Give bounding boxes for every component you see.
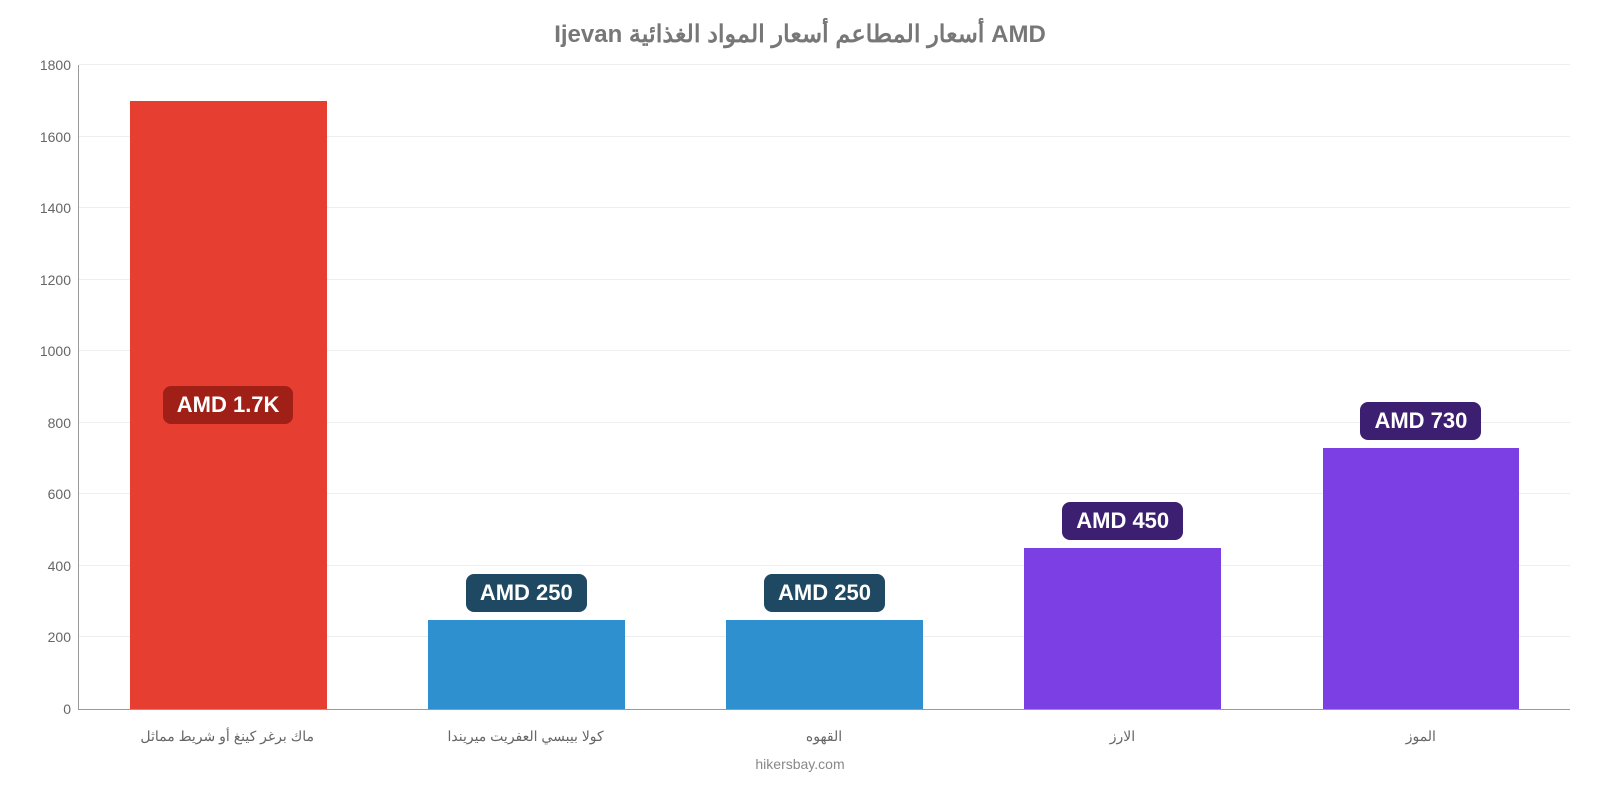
bar-slot: AMD 1.7K (79, 65, 377, 709)
x-axis-label: القهوه (675, 728, 973, 745)
x-axis-label: كولا بيبسي العفريت ميريندا (376, 728, 674, 745)
ytick-label: 800 (48, 415, 79, 431)
x-axis-labels: ماك برغر كينغ أو شريط مماثلكولا بيبسي ال… (78, 728, 1570, 745)
plot-area: 020040060080010001200140016001800 AMD 1.… (78, 65, 1570, 710)
bar-slot: AMD 450 (974, 65, 1272, 709)
bar-value-label: AMD 250 (466, 574, 587, 612)
ytick-label: 1400 (40, 200, 79, 216)
bar: AMD 730 (1323, 448, 1520, 709)
ytick-label: 0 (63, 701, 79, 717)
x-axis-label: ماك برغر كينغ أو شريط مماثل (78, 728, 376, 745)
chart-container: Ijevan أسعار المطاعم أسعار المواد الغذائ… (0, 0, 1600, 800)
ytick-label: 1800 (40, 57, 79, 73)
bar-value-label: AMD 1.7K (163, 386, 294, 424)
ytick-label: 1200 (40, 272, 79, 288)
bar: AMD 250 (428, 620, 625, 709)
bars-row: AMD 1.7K AMD 250 AMD 250 AMD 450 AMD 730 (79, 65, 1570, 709)
bar: AMD 250 (726, 620, 923, 709)
ytick-label: 400 (48, 558, 79, 574)
bar-value-label: AMD 250 (764, 574, 885, 612)
attribution: hikersbay.com (0, 756, 1600, 772)
bar-value-label: AMD 730 (1360, 402, 1481, 440)
bar-slot: AMD 250 (675, 65, 973, 709)
ytick-label: 1000 (40, 343, 79, 359)
ytick-label: 600 (48, 486, 79, 502)
x-axis-label: الارز (973, 728, 1271, 745)
ytick-label: 1600 (40, 129, 79, 145)
bar-slot: AMD 250 (377, 65, 675, 709)
bar-slot: AMD 730 (1272, 65, 1570, 709)
ytick-label: 200 (48, 629, 79, 645)
bar-value-label: AMD 450 (1062, 502, 1183, 540)
bar: AMD 450 (1024, 548, 1221, 709)
bar: AMD 1.7K (130, 101, 327, 709)
x-axis-label: الموز (1272, 728, 1570, 745)
chart-title: Ijevan أسعار المطاعم أسعار المواد الغذائ… (0, 20, 1600, 49)
